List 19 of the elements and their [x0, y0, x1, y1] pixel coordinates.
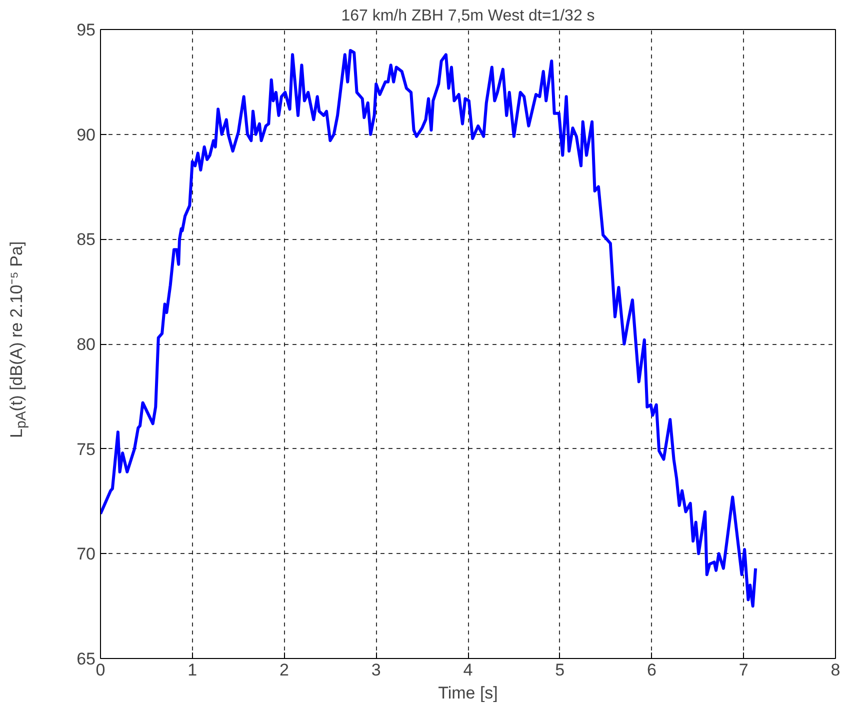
x-tick-label: 4 [463, 660, 473, 680]
x-tick-label: 5 [555, 660, 565, 680]
x-tick-label: 6 [647, 660, 656, 680]
y-tick-label: 80 [76, 335, 96, 354]
y-tick-label: 75 [76, 440, 96, 459]
x-tick-label: 3 [371, 660, 381, 680]
x-tick-label: 1 [188, 660, 198, 680]
y-tick-label: 90 [76, 125, 96, 144]
y-tick-label: 70 [76, 544, 96, 564]
chart-title: 167 km/h ZBH 7,5m West dt=1/32 s [341, 8, 595, 24]
x-tick-label: 7 [738, 660, 748, 680]
line-series [100, 48, 758, 608]
y-tick-label: 65 [76, 650, 96, 668]
y-tick-label: 85 [76, 230, 96, 250]
x-tick-label: 0 [96, 660, 106, 680]
y-tick-label: 95 [76, 20, 96, 40]
x-tick-label: 8 [830, 660, 840, 680]
x-tick-label: 2 [280, 660, 289, 680]
x-axis-title: Time [s] [438, 684, 498, 702]
